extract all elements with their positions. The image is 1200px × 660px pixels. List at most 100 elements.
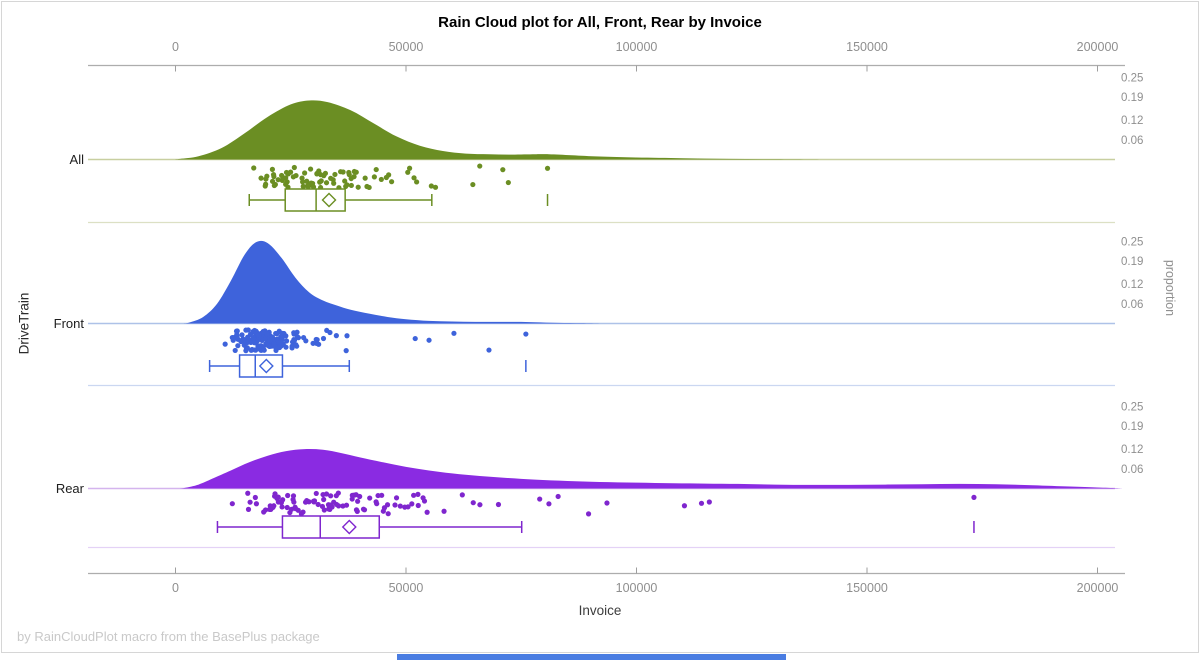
rain-point	[279, 330, 285, 336]
x-tick-label-bottom: 150000	[846, 581, 888, 595]
rain-point	[241, 342, 247, 348]
rain-point	[267, 338, 273, 344]
rain-point	[235, 343, 241, 349]
rain-point	[291, 164, 297, 171]
proportion-tick-label: 0.25	[1121, 237, 1143, 249]
rain-point	[332, 171, 338, 178]
rain-point	[320, 335, 327, 342]
rain-point	[230, 335, 236, 341]
y-axis-title-drivetrain: DriveTrain	[16, 292, 32, 355]
rain-point	[248, 339, 254, 346]
rain-point	[248, 347, 254, 353]
rain-point	[310, 180, 316, 187]
rain-point	[367, 495, 373, 501]
rain-point	[378, 176, 384, 183]
rain-point	[260, 345, 266, 351]
rain-point	[313, 336, 319, 343]
rain-point	[537, 496, 543, 502]
rain-point	[271, 493, 278, 499]
rain-point	[351, 492, 357, 498]
category-label-all: All	[70, 152, 85, 167]
density-cloud	[174, 100, 827, 160]
rain-point	[279, 504, 285, 510]
rain-point	[459, 492, 465, 498]
rain-point	[351, 174, 357, 180]
rain-point	[232, 347, 238, 354]
rain-point	[314, 340, 320, 347]
rain-point	[335, 490, 341, 496]
rain-point	[495, 501, 502, 508]
rain-point	[302, 170, 308, 176]
rain-point	[284, 338, 290, 344]
rain-point	[272, 344, 279, 350]
rain-point	[290, 496, 296, 503]
rain-point	[335, 503, 342, 509]
box	[281, 515, 381, 539]
category-label-front: Front	[54, 316, 85, 331]
rain-point	[328, 493, 334, 499]
rain-point	[360, 506, 367, 512]
proportion-tick-label: 0.12	[1121, 444, 1143, 456]
rain-point	[451, 330, 457, 336]
x-axis-title: Invoice	[578, 603, 622, 618]
rain-point	[298, 511, 305, 517]
rain-point	[397, 503, 403, 509]
rain-point	[300, 179, 306, 185]
proportion-tick-label: 0.19	[1121, 421, 1143, 433]
rain-point	[383, 174, 389, 181]
x-tick-label-bottom: 0	[172, 581, 179, 595]
rain-point	[318, 172, 324, 178]
rain-point	[328, 175, 334, 181]
rain-point	[238, 338, 244, 344]
rain-point	[265, 342, 271, 349]
rain-point	[477, 502, 483, 508]
rain-point	[327, 506, 333, 512]
rain-point	[546, 501, 552, 507]
rain-point	[392, 502, 398, 508]
mean-diamond	[341, 519, 357, 535]
panel-all: 0.25 0.19 0.12 0.06 All	[70, 73, 1143, 224]
horizontal-scrollbar-thumb[interactable]	[397, 654, 786, 660]
rain-point	[411, 175, 417, 181]
x-tick-label-top: 0	[172, 40, 179, 54]
rain-point	[294, 334, 301, 340]
rain-point	[441, 508, 447, 514]
rain-point	[604, 500, 610, 506]
proportion-tick-label: 0.19	[1121, 92, 1143, 104]
proportion-tick-label: 0.12	[1121, 115, 1143, 127]
rain-point	[310, 340, 316, 346]
rain-point	[424, 509, 430, 515]
rain-point	[374, 501, 380, 507]
rain-point	[304, 183, 311, 189]
rain-point	[681, 503, 688, 509]
rain-point	[270, 504, 276, 511]
rain-point	[280, 497, 286, 503]
rain-point	[353, 507, 360, 513]
rain-point	[426, 337, 432, 343]
rain-point	[284, 504, 290, 511]
rain-point	[325, 502, 332, 508]
rain-point	[291, 330, 297, 336]
rain-point	[421, 498, 428, 504]
rain-point	[262, 507, 269, 513]
rain-point	[379, 492, 385, 498]
rain-point	[243, 327, 249, 333]
density-cloud	[178, 449, 1122, 489]
rain-point	[275, 177, 281, 183]
rain-point	[322, 170, 329, 176]
rain-point	[349, 496, 355, 502]
rain-point	[698, 500, 705, 506]
x-tick-label-bottom: 50000	[389, 581, 424, 595]
rain-point	[500, 167, 506, 173]
rain-point	[353, 169, 359, 175]
footer-credit: by RainCloudPlot macro from the BasePlus…	[17, 629, 320, 644]
rain-point	[288, 506, 295, 512]
rain-point	[415, 491, 421, 497]
rain-point	[405, 504, 411, 510]
rain-point	[331, 499, 337, 505]
rain-point	[303, 338, 309, 344]
rain-point	[290, 174, 296, 180]
rain-point	[971, 494, 977, 500]
panel-rear: 0.25 0.19 0.12 0.06 Rear	[56, 402, 1143, 549]
